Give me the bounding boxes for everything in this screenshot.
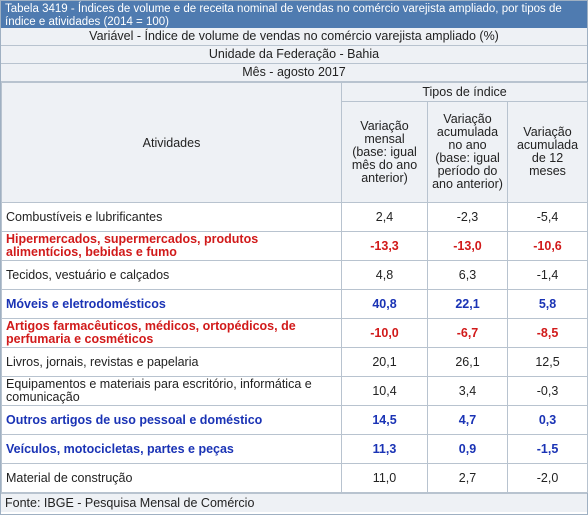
- monthly-variation-header: Variação mensal (base: igual mês do ano …: [341, 101, 428, 203]
- table-row: Hipermercados, supermercados, produtos a…: [1, 231, 588, 261]
- activity-cell: Material de construção: [1, 463, 342, 493]
- year-accumulated-cell: 22,1: [427, 289, 508, 319]
- monthly-variation-cell: 11,3: [341, 434, 428, 464]
- activities-header: Atividades: [1, 82, 342, 203]
- source-footer: Fonte: IBGE - Pesquisa Mensal de Comérci…: [1, 493, 587, 512]
- twelve-month-cell: 5,8: [506, 289, 588, 319]
- index-types-header: Tipos de índice: [340, 82, 588, 102]
- monthly-variation-cell: 10,4: [341, 376, 428, 406]
- table-row: Tecidos, vestuário e calçados 4,8 6,3 -1,4: [1, 260, 588, 290]
- year-accumulated-cell: 26,1: [427, 347, 508, 377]
- monthly-variation-cell: 40,8: [341, 289, 428, 319]
- index-table: Atividades Tipos de índice Variação mens…: [1, 82, 588, 493]
- table-row: Livros, jornais, revistas e papelaria 20,…: [1, 347, 588, 377]
- activity-cell: Outros artigos de uso pessoal e doméstic…: [1, 405, 342, 435]
- year-accumulated-cell: -2,3: [427, 202, 508, 232]
- activity-cell: Tecidos, vestuário e calçados: [1, 260, 342, 290]
- activity-cell: Hipermercados, supermercados, produtos a…: [1, 231, 342, 261]
- activity-cell: Livros, jornais, revistas e papelaria: [1, 347, 342, 377]
- table-row: Material de construção 11,0 2,7 -2,0: [1, 463, 588, 493]
- twelve-month-cell: -1,4: [506, 260, 588, 290]
- monthly-variation-cell: 4,8: [341, 260, 428, 290]
- table-row: Outros artigos de uso pessoal e doméstic…: [1, 405, 588, 435]
- twelve-month-cell: -2,0: [506, 463, 588, 493]
- year-accumulated-cell: 3,4: [427, 376, 508, 406]
- twelve-month-cell: 0,3: [506, 405, 588, 435]
- month-label: Mês - agosto 2017: [1, 64, 587, 82]
- year-accumulated-cell: -6,7: [427, 318, 508, 348]
- activity-cell: Equipamentos e materiais para escritório…: [1, 376, 342, 406]
- year-accumulated-cell: 2,7: [427, 463, 508, 493]
- twelve-month-cell: -10,6: [506, 231, 588, 261]
- variable-label: Variável - Índice de volume de vendas no…: [1, 28, 587, 46]
- table-row: Artigos farmacêuticos, médicos, ortopédi…: [1, 318, 588, 348]
- table-row: Veículos, motocicletas, partes e peças 11…: [1, 434, 588, 464]
- twelve-month-cell: -5,4: [506, 202, 588, 232]
- monthly-variation-cell: 14,5: [341, 405, 428, 435]
- unit-label: Unidade da Federação - Bahia: [1, 46, 587, 64]
- monthly-variation-cell: -13,3: [341, 231, 428, 261]
- monthly-variation-cell: -10,0: [341, 318, 428, 348]
- activity-cell: Móveis e eletrodomésticos: [1, 289, 342, 319]
- activity-cell: Artigos farmacêuticos, médicos, ortopédi…: [1, 318, 342, 348]
- twelve-month-cell: -8,5: [506, 318, 588, 348]
- monthly-variation-cell: 20,1: [341, 347, 428, 377]
- table-row: Móveis e eletrodomésticos 40,8 22,1 5,8: [1, 289, 588, 319]
- year-accumulated-cell: -13,0: [427, 231, 508, 261]
- twelve-month-cell: -0,3: [506, 376, 588, 406]
- year-accumulated-cell: 4,7: [427, 405, 508, 435]
- table-title: Tabela 3419 - Índices de volume e de rec…: [1, 1, 587, 28]
- twelve-month-cell: 12,5: [506, 347, 588, 377]
- activity-cell: Combustíveis e lubrificantes: [1, 202, 342, 232]
- monthly-variation-cell: 11,0: [341, 463, 428, 493]
- twelve-month-cell: -1,5: [506, 434, 588, 464]
- year-accumulated-cell: 6,3: [427, 260, 508, 290]
- year-accumulated-cell: 0,9: [427, 434, 508, 464]
- table-row: Combustíveis e lubrificantes 2,4 -2,3 -5,4: [1, 202, 588, 232]
- twelve-month-header: Variação acumulada de 12 meses: [506, 101, 588, 203]
- activity-cell: Veículos, motocicletas, partes e peças: [1, 434, 342, 464]
- table-row: Equipamentos e materiais para escritório…: [1, 376, 588, 406]
- year-accumulated-header: Variação acumulada no ano (base: igual p…: [427, 101, 508, 203]
- monthly-variation-cell: 2,4: [341, 202, 428, 232]
